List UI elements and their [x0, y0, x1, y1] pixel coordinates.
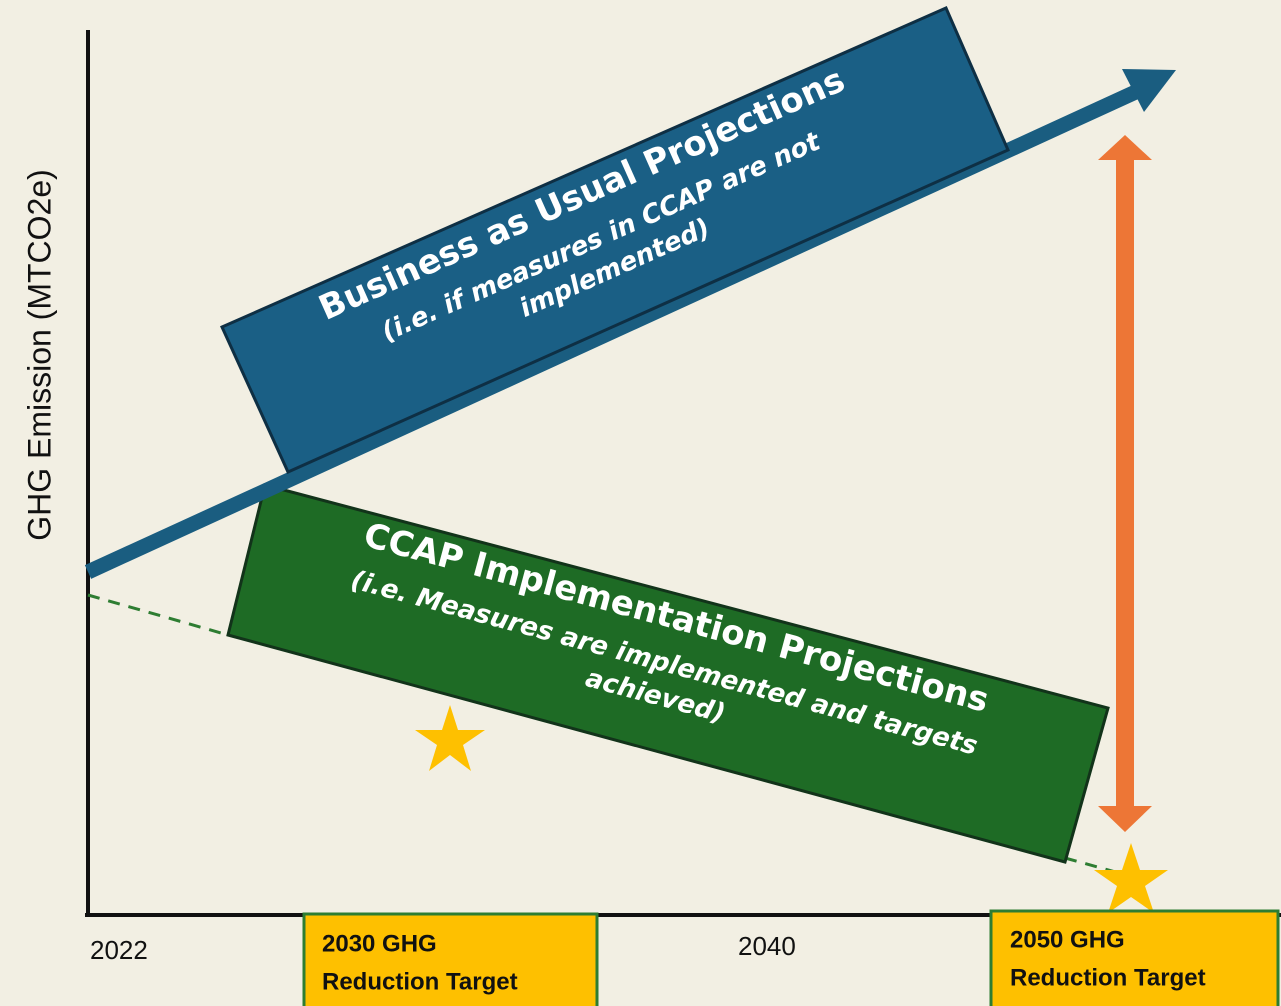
bau-arrowhead [1122, 69, 1176, 112]
star [1094, 843, 1168, 913]
target-label: 2050 GHG [1010, 926, 1125, 953]
gap-arrowhead [1098, 806, 1152, 832]
target-label: Reduction Target [322, 968, 518, 995]
target-label: Reduction Target [1010, 964, 1206, 991]
target-box [302, 912, 599, 1006]
bau-box [220, 6, 1010, 474]
ccap-box [226, 483, 1110, 864]
target-box [989, 909, 1280, 1006]
dashed-trend [87, 593, 229, 637]
x-label: 2040 [738, 931, 796, 961]
dashed-trend [1064, 856, 1131, 878]
y-axis-label: GHG Emission (MTCO2e) [21, 169, 57, 541]
gap-arrowhead [1098, 135, 1152, 160]
x-label: 2022 [90, 935, 148, 965]
target-label: 2030 GHG [322, 930, 437, 957]
star [415, 705, 485, 771]
